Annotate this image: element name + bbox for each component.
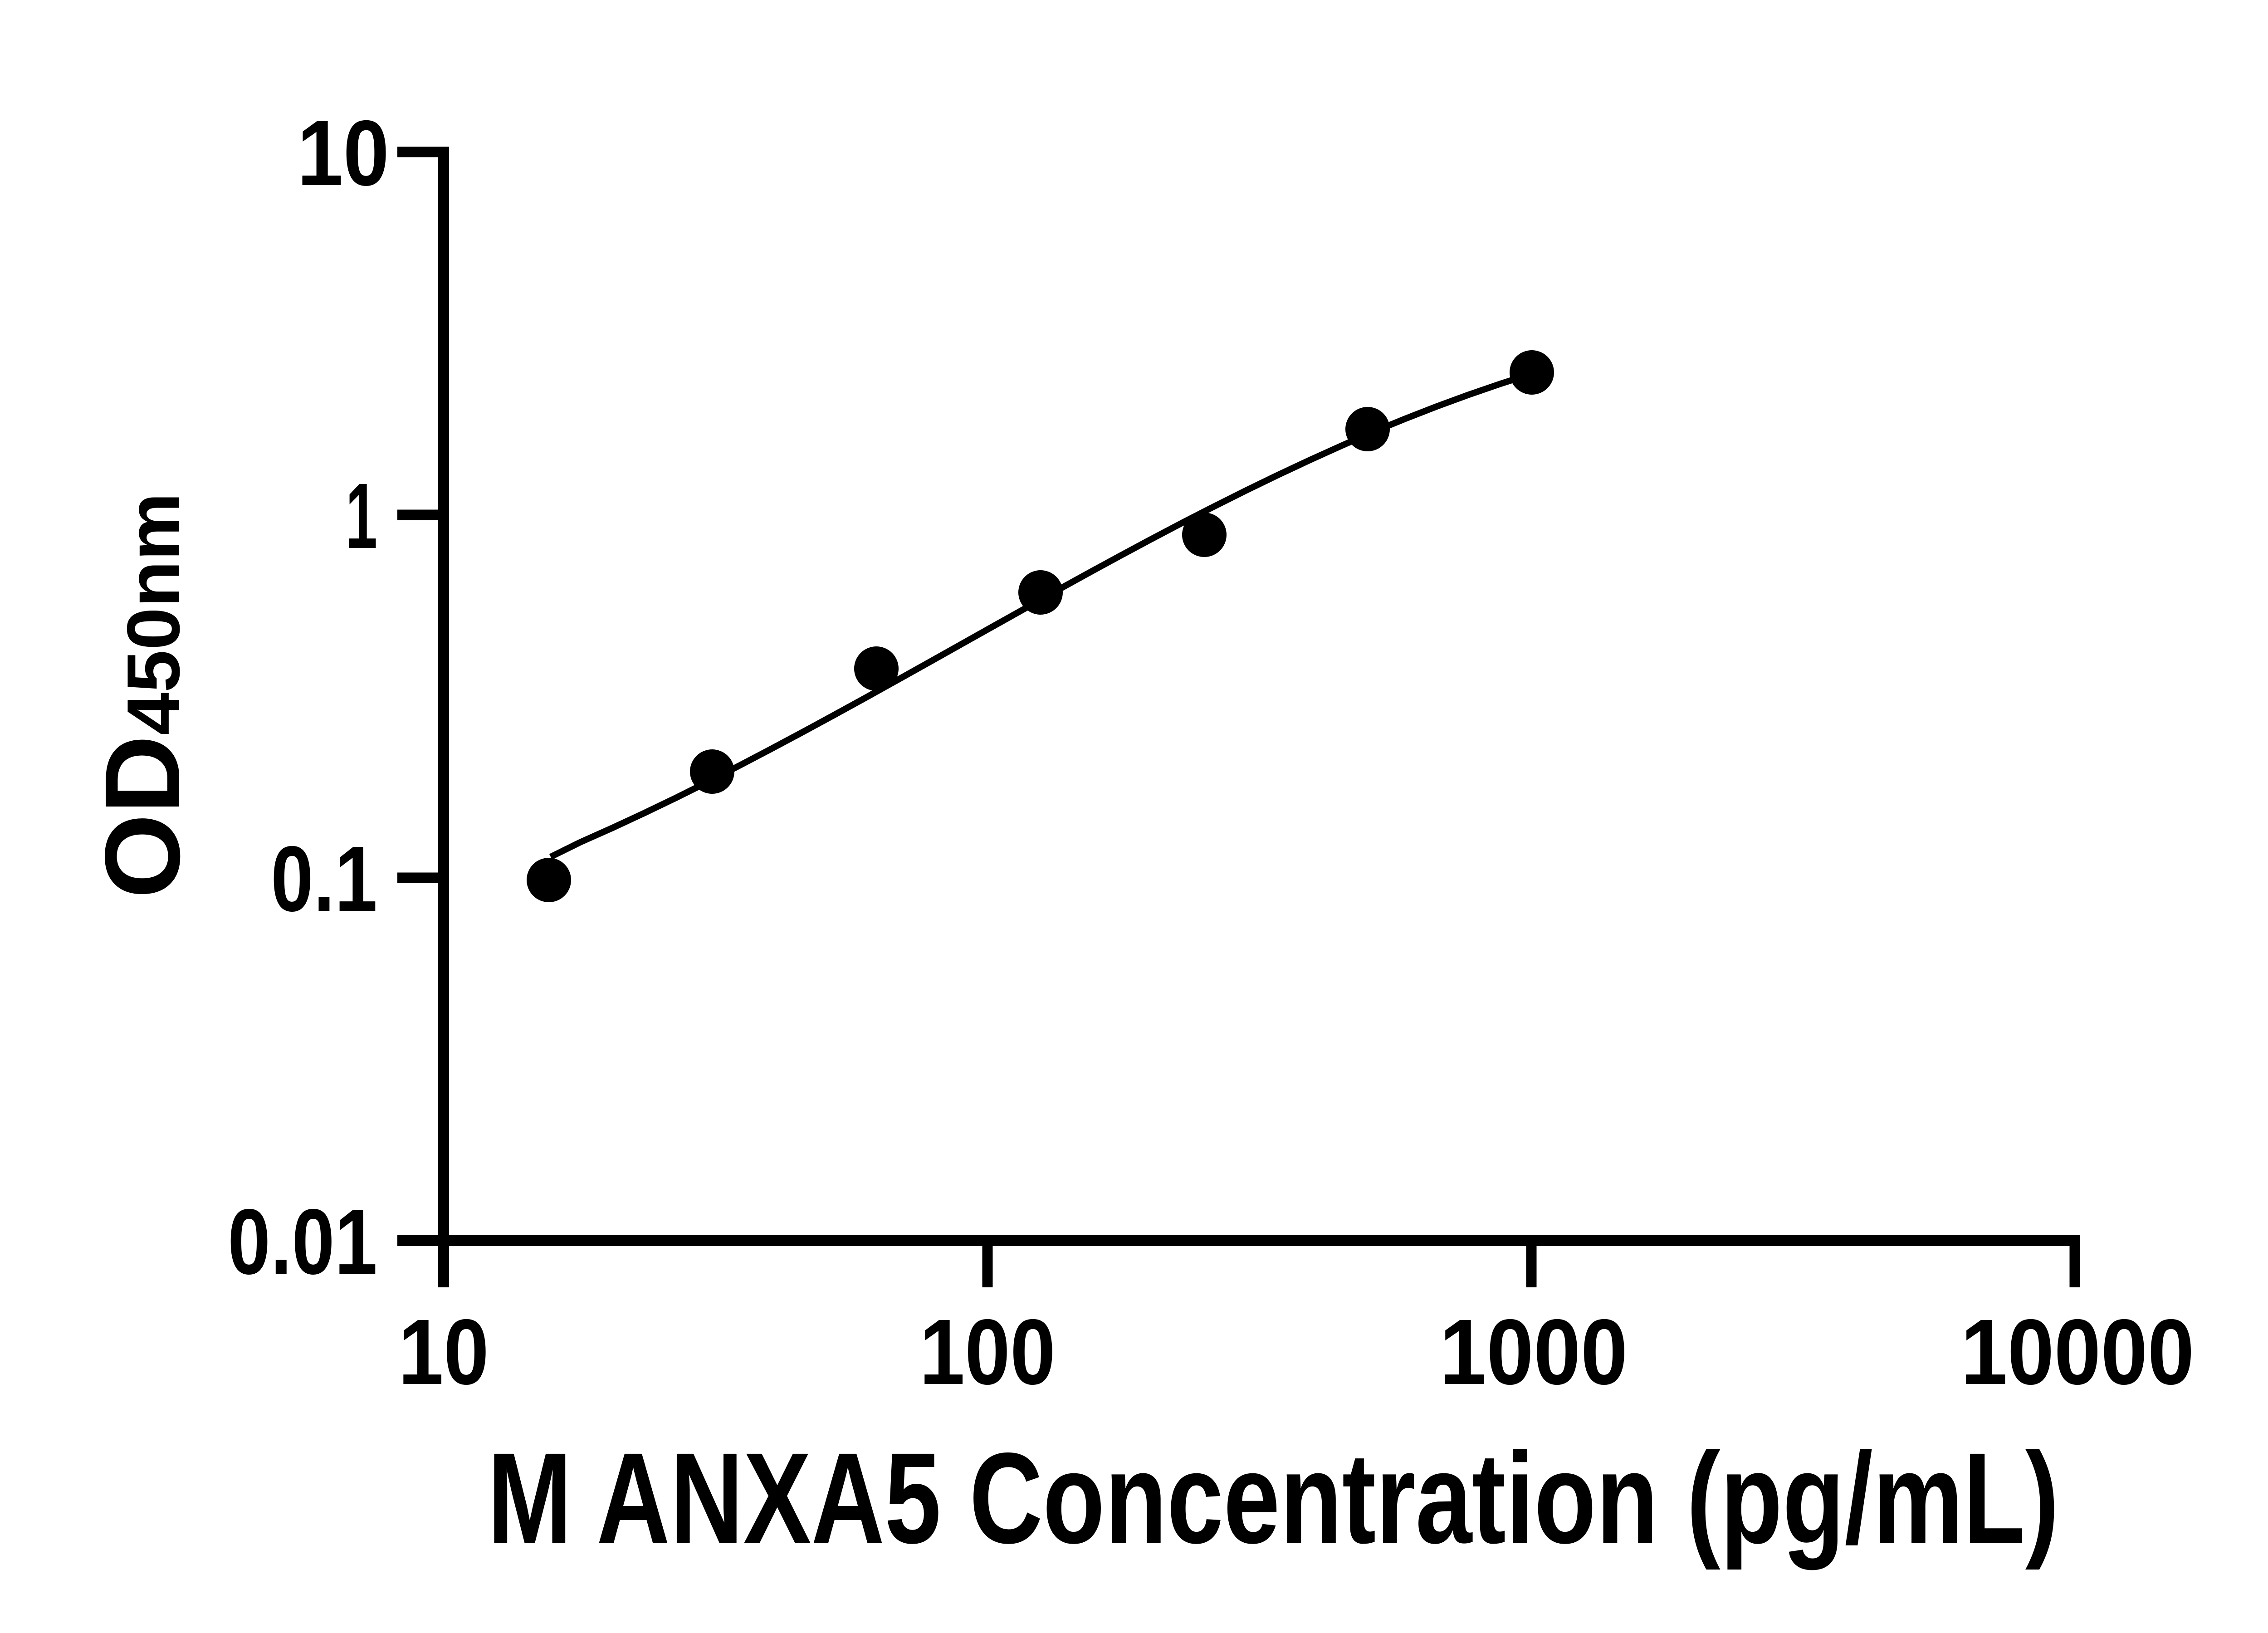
svg-text:0.1: 0.1 bbox=[271, 827, 377, 931]
svg-text:100: 100 bbox=[919, 1300, 1056, 1404]
svg-text:10000: 10000 bbox=[1961, 1300, 2195, 1404]
svg-text:OD450nm: OD450nm bbox=[83, 493, 202, 899]
svg-text:1000: 1000 bbox=[1440, 1300, 1628, 1404]
svg-text:10: 10 bbox=[398, 1300, 489, 1404]
svg-text:0.01: 0.01 bbox=[228, 1190, 377, 1294]
svg-text:10: 10 bbox=[297, 101, 389, 205]
svg-text:1: 1 bbox=[346, 464, 377, 568]
svg-text:M ANXA5 Concentration (pg/mL): M ANXA5 Concentration (pg/mL) bbox=[488, 1426, 2059, 1571]
